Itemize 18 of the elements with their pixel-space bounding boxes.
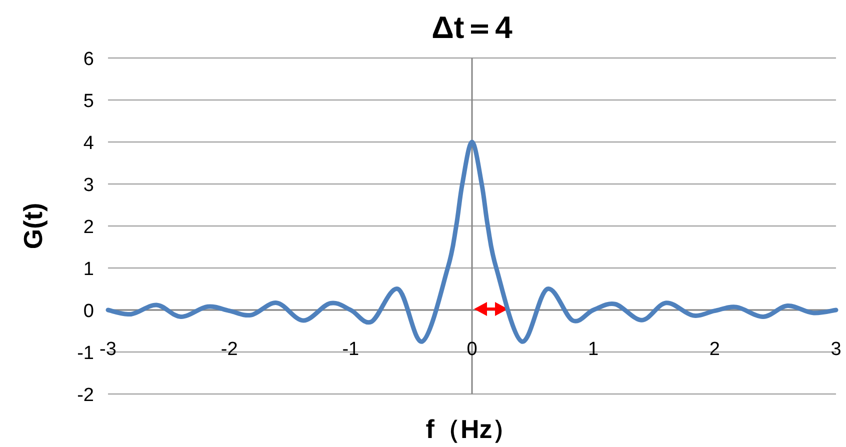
y-tick-label: 3 <box>83 175 94 196</box>
y-axis-title: G(t) <box>18 202 48 250</box>
y-tick-label: -2 <box>77 385 94 406</box>
x-tick-label: -1 <box>342 339 360 360</box>
x-tick-label: 3 <box>830 339 842 360</box>
y-tick-label: 5 <box>83 91 94 112</box>
x-tick-label: -2 <box>220 339 238 360</box>
y-tick-label: 2 <box>83 217 94 238</box>
x-axis-title: f（Hz） <box>426 414 518 444</box>
x-tick-label: 2 <box>709 339 720 360</box>
y-tick-label: 0 <box>83 301 94 322</box>
chart-title: Δt＝4 <box>432 10 514 45</box>
y-tick-label: 1 <box>83 259 94 280</box>
x-tick-label: 1 <box>588 339 599 360</box>
y-tick-label: 4 <box>83 133 94 154</box>
x-tick-label: 0 <box>466 339 478 360</box>
x-tick-label: -3 <box>100 339 116 360</box>
y-tick-label: 6 <box>83 49 94 70</box>
